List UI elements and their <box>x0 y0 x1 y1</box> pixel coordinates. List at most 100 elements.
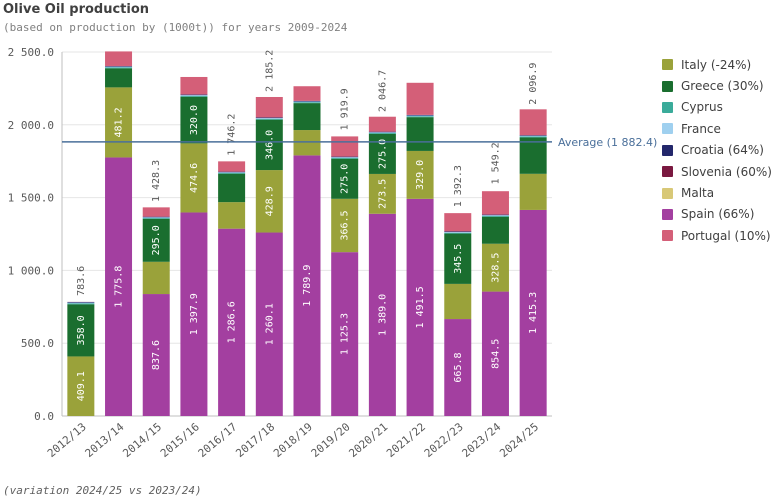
segment-label: 275.0 <box>340 164 351 194</box>
segment-label: 1 397.9 <box>189 293 200 335</box>
segment-label: 345.5 <box>453 244 464 274</box>
x-tick-label: 2018/19 <box>271 420 315 460</box>
bar-segment <box>481 214 509 216</box>
bar-segment <box>331 198 359 253</box>
bar-segment <box>105 87 133 158</box>
bar-segment <box>255 232 283 416</box>
bar-segment <box>519 137 547 174</box>
bar-segment <box>142 218 170 262</box>
chart-title: Olive Oil production <box>3 2 150 17</box>
bar-segment <box>218 171 246 173</box>
bar-segment <box>180 143 208 213</box>
bar-segment <box>368 173 396 214</box>
legend-item[interactable]: Portugal (10%) <box>662 225 772 246</box>
legend-item[interactable]: Slovenia (60%) <box>662 161 772 182</box>
bar-segment <box>481 216 509 244</box>
bar-segment <box>142 207 170 217</box>
segment-label: 1 260.1 <box>264 303 275 345</box>
bar-segment <box>218 173 246 174</box>
bar-segment <box>519 135 547 137</box>
segment-label: 1 415.3 <box>528 292 539 334</box>
x-tick-label: 2015/16 <box>158 420 202 460</box>
bar-segment <box>519 135 547 136</box>
legend-swatch <box>662 144 673 156</box>
bar-segment <box>481 215 509 217</box>
bar-segment <box>180 95 208 96</box>
bar-segment <box>368 132 396 134</box>
bar-segment <box>444 232 472 233</box>
x-tick-label: 2016/17 <box>196 420 240 460</box>
segment-label: 295.0 <box>151 225 162 255</box>
bar-segment <box>180 76 208 95</box>
x-tick-label: 2021/22 <box>384 420 428 460</box>
bar-segment <box>67 302 95 304</box>
bar-segment <box>368 213 396 416</box>
legend-label: Slovenia (60%) <box>681 164 772 179</box>
legend-swatch <box>662 59 673 71</box>
x-tick-label: 2023/24 <box>460 420 504 460</box>
segment-label: 474.6 <box>189 163 200 193</box>
bar-segment <box>105 66 133 67</box>
legend-label: Spain (66%) <box>681 207 755 222</box>
bar-segment <box>444 319 472 416</box>
bar-segment <box>368 131 396 133</box>
legend-item[interactable]: France <box>662 118 772 139</box>
bar-segment <box>67 304 95 357</box>
total-label: 1 746.2 <box>227 114 238 156</box>
legend-item[interactable]: Greece (30%) <box>662 75 772 96</box>
bar-segment <box>481 215 509 216</box>
legend-item[interactable]: Cyprus <box>662 97 772 118</box>
bar-segment <box>293 155 321 416</box>
bar-segment <box>218 202 246 229</box>
bar-segment <box>105 66 133 68</box>
bar-segment <box>406 115 434 117</box>
bar-segment <box>105 67 133 69</box>
legend-item[interactable]: Croatia (64%) <box>662 140 772 161</box>
legend-item[interactable]: Malta <box>662 182 772 203</box>
bar-segment <box>331 156 359 158</box>
bar-segment <box>142 217 170 219</box>
total-label: 2 046.7 <box>377 70 388 112</box>
bar-segment <box>293 86 321 101</box>
x-tick-label: 2017/18 <box>233 420 277 460</box>
legend-label: Greece (30%) <box>681 79 764 94</box>
legend-item[interactable]: Italy (-24%) <box>662 54 772 75</box>
y-tick-label: 1 000.0 <box>8 264 54 277</box>
total-label: 1 428.3 <box>151 160 162 202</box>
segment-label: 329.0 <box>415 160 426 190</box>
segment-label: 1 125.3 <box>340 313 351 355</box>
legend-label: Malta <box>681 186 715 201</box>
bar-segment <box>481 191 509 215</box>
segment-label: 275.0 <box>377 139 388 169</box>
y-tick-label: 2 000.0 <box>8 119 54 132</box>
bar-segment <box>331 158 359 199</box>
legend-label: Portugal (10%) <box>681 228 771 243</box>
bar-segment <box>218 173 246 203</box>
legend: Italy (-24%) Greece (30%) Cyprus France Croa… <box>662 54 772 247</box>
total-label: 1 919.9 <box>340 88 351 130</box>
x-tick-label: 2019/20 <box>309 420 353 460</box>
bar-segment <box>444 283 472 320</box>
x-tick-label: 2012/13 <box>45 420 89 460</box>
x-tick-label: 2014/15 <box>120 420 164 460</box>
legend-label: Italy (-24%) <box>681 57 752 72</box>
bar-segment <box>218 172 246 174</box>
bar-segment <box>331 136 359 157</box>
legend-swatch <box>662 208 673 220</box>
legend-swatch <box>662 230 673 242</box>
bar-segment <box>444 231 472 233</box>
bar-segment <box>406 198 434 416</box>
bar-segment <box>142 218 170 219</box>
bar-segment <box>255 118 283 120</box>
bar-segment <box>255 118 283 119</box>
segment-label: 346.0 <box>264 130 275 160</box>
bar-segment <box>142 294 170 416</box>
bar-segment <box>293 100 321 102</box>
legend-item[interactable]: Spain (66%) <box>662 204 772 225</box>
legend-label: Croatia (64%) <box>681 143 764 158</box>
x-tick-label: 2022/23 <box>422 420 466 460</box>
bar-segment <box>406 117 434 151</box>
legend-label: Cyprus <box>681 100 723 115</box>
bar-segment <box>67 303 95 305</box>
bar-segment <box>406 114 434 116</box>
